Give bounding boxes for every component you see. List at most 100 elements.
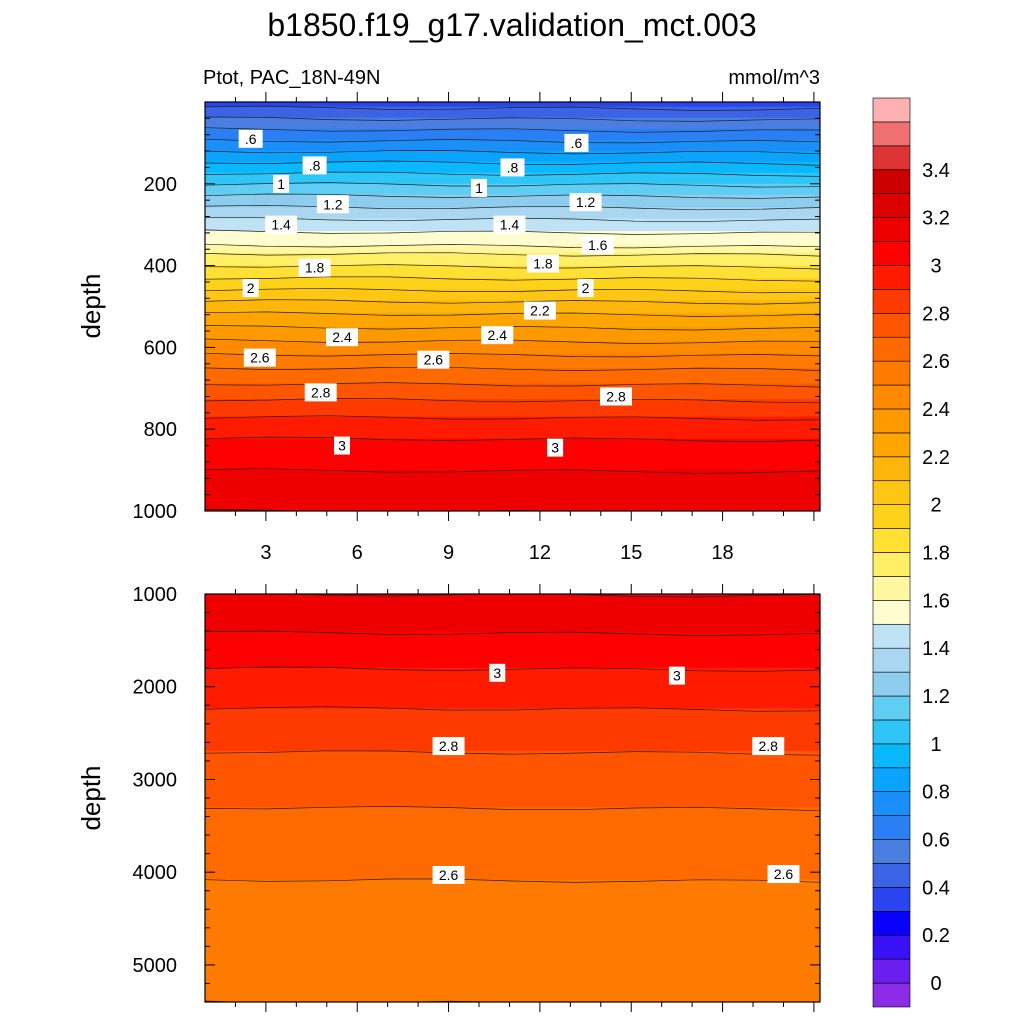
upper-contour-label: 1 — [277, 176, 285, 192]
upper-x-tick-label: 6 — [352, 542, 363, 564]
upper-fill-band — [205, 270, 820, 273]
upper-fill-band — [205, 430, 820, 433]
colorbar-tick-label: 2.2 — [922, 447, 950, 469]
upper-fill-band — [205, 248, 820, 251]
lower-fill-band — [205, 675, 820, 678]
lower-fill-band — [205, 973, 820, 976]
upper-fill-band — [205, 122, 820, 125]
upper-fill-band — [205, 271, 820, 275]
lower-fill-band — [205, 617, 820, 620]
lower-fill-band — [205, 798, 820, 801]
lower-fill-band — [205, 761, 820, 765]
lower-fill-band — [205, 986, 820, 989]
lower-fill-band — [205, 967, 820, 970]
upper-contour-label: 2.6 — [424, 352, 444, 368]
upper-contour-label: 2.4 — [488, 327, 508, 343]
lower-fill-band — [205, 772, 820, 776]
upper-fill-band — [205, 485, 820, 489]
upper-contour-line — [205, 193, 820, 199]
lower-fill-band — [205, 661, 820, 664]
lower-fill-band — [205, 700, 820, 703]
upper-contour-line — [205, 311, 820, 317]
lower-contour-fill — [205, 594, 820, 1002]
colorbar-swatch — [872, 600, 911, 625]
upper-fill-band — [205, 377, 820, 380]
upper-x-tick-label: 15 — [620, 542, 642, 564]
lower-fill-band — [205, 904, 820, 907]
colorbar-swatch — [872, 312, 911, 338]
upper-fill-band — [205, 149, 820, 152]
lower-fill-band — [205, 898, 820, 901]
lower-fill-band — [205, 815, 820, 818]
lower-fill-band — [205, 819, 820, 823]
upper-fill-band — [205, 488, 820, 492]
lower-contour-line — [205, 878, 820, 883]
lower-fill-band — [205, 674, 820, 677]
upper-contour-label-box — [417, 350, 450, 369]
lower-fill-band — [205, 713, 820, 716]
lower-fill-band — [205, 625, 820, 628]
lower-fill-band — [205, 862, 820, 865]
lower-fill-band — [205, 851, 820, 854]
upper-fill-band — [205, 304, 820, 308]
lower-contour-label-box — [752, 737, 785, 756]
upper-fill-band — [205, 399, 820, 402]
upper-fill-band — [205, 146, 820, 149]
lower-fill-band — [205, 688, 820, 691]
lower-fill-band — [205, 801, 820, 804]
lower-fill-band — [205, 730, 820, 733]
lower-fill-band — [205, 681, 820, 685]
upper-contour-line — [205, 243, 820, 249]
upper-fill-band — [205, 276, 820, 279]
lower-fill-band — [205, 783, 820, 787]
upper-fill-band — [205, 446, 820, 449]
lower-fill-band — [205, 724, 820, 727]
upper-contour-line — [205, 116, 820, 122]
colorbar-swatch — [872, 336, 911, 362]
upper-fill-band — [205, 477, 820, 481]
upper-contour-label-box — [526, 254, 559, 273]
upper-fill-band — [205, 194, 820, 197]
lower-fill-band — [205, 620, 820, 623]
upper-contour-label-box — [481, 326, 514, 345]
lower-y-tick-label: 2000 — [133, 677, 178, 699]
upper-fill-band — [205, 155, 820, 158]
lower-fill-band — [205, 987, 820, 991]
lower-fill-band — [205, 796, 820, 799]
upper-fill-band — [205, 136, 820, 139]
lower-fill-band — [205, 741, 820, 744]
upper-fill-band — [205, 481, 820, 484]
lower-fill-band — [205, 655, 820, 658]
lower-fill-band — [205, 854, 820, 857]
upper-fill-band — [205, 130, 820, 133]
upper-contour-label-box — [581, 236, 614, 255]
lower-fill-band — [205, 921, 820, 925]
upper-fill-band — [205, 433, 820, 437]
colorbar-swatch — [872, 97, 911, 123]
lower-fill-band — [205, 947, 820, 950]
upper-fill-band — [205, 102, 820, 105]
colorbar-tick-label: 1.6 — [922, 590, 950, 612]
lower-fill-band — [205, 843, 820, 846]
upper-fill-band — [205, 350, 820, 353]
lower-fill-band — [205, 733, 820, 736]
upper-fill-band — [205, 202, 820, 205]
upper-fill-band — [205, 128, 820, 131]
upper-fill-band — [205, 120, 820, 124]
colorbar-tick-label: 1 — [930, 734, 941, 756]
upper-fill-band — [205, 315, 820, 319]
lower-fill-band — [205, 823, 820, 826]
lower-fill-band — [205, 744, 820, 747]
lower-contour-label: 2.6 — [774, 866, 794, 882]
upper-fill-band — [205, 117, 820, 120]
colorbar-swatch — [872, 695, 911, 721]
lower-fill-band — [205, 619, 820, 622]
lower-fill-band — [205, 846, 820, 849]
colorbar-swatch — [872, 767, 911, 793]
upper-fill-band — [205, 127, 820, 130]
lower-fill-band — [205, 725, 820, 728]
colorbar-swatch — [872, 432, 911, 458]
colorbar-tick-label: 2.6 — [922, 351, 950, 373]
lower-fill-band — [205, 893, 820, 896]
